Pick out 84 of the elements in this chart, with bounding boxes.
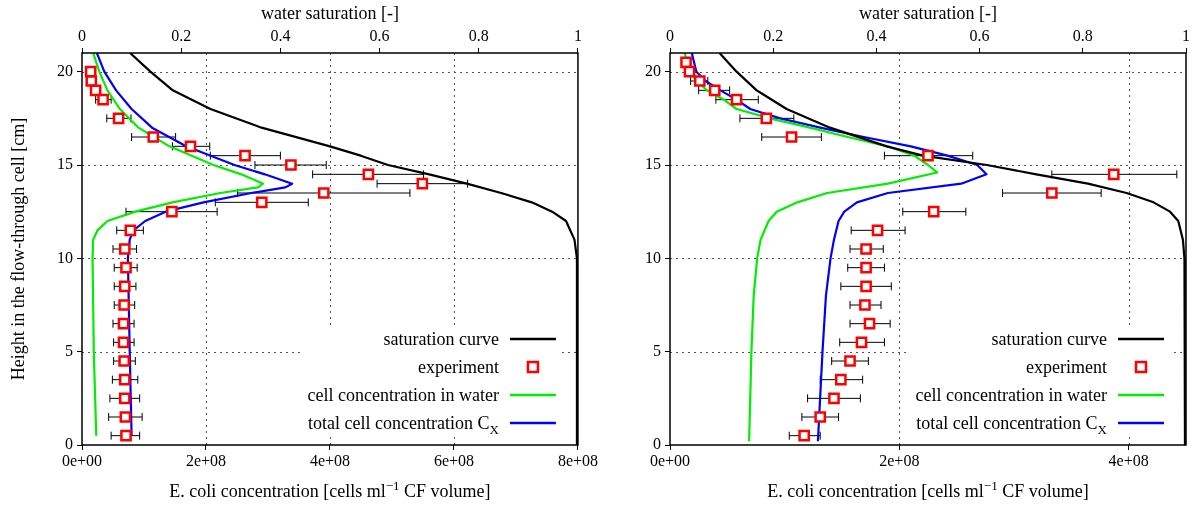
point	[118, 355, 130, 367]
point	[835, 373, 847, 386]
x-tick-label: 8e+08	[557, 451, 598, 469]
x2-axis-title: water saturation [-]	[261, 3, 399, 23]
point	[860, 261, 872, 274]
y-tick-label: 5	[653, 341, 661, 359]
point	[730, 93, 743, 106]
point	[922, 149, 934, 162]
point	[89, 84, 102, 97]
point	[814, 411, 827, 423]
point	[117, 317, 130, 330]
point	[828, 392, 840, 405]
legend-label: experiment	[1026, 357, 1107, 377]
x2-tick-label: 0.8	[1072, 26, 1093, 44]
point	[859, 299, 871, 311]
y-tick-label: 15	[57, 155, 73, 173]
x2-tick-label: 0.6	[969, 26, 990, 44]
x2-tick-label: 0.2	[171, 26, 192, 44]
x2-tick-label: 1	[1182, 26, 1190, 44]
x-tick-label: 0e+00	[61, 451, 103, 469]
x2-tick-label: 0.6	[369, 26, 390, 44]
point	[118, 373, 131, 386]
point	[798, 429, 811, 442]
point	[112, 112, 125, 125]
point	[860, 243, 872, 255]
x2-tick-label: 0	[78, 26, 86, 44]
point	[118, 299, 130, 311]
legend-label: cell concentration in water	[915, 385, 1108, 405]
point	[785, 131, 798, 143]
x2-tick-label: 0.4	[270, 26, 291, 44]
x-tick-label: 2e+08	[185, 451, 227, 469]
point	[184, 140, 197, 153]
y-axis-title: Height in the flow-through cell [cm]	[8, 117, 28, 381]
point	[118, 392, 131, 405]
x2-tick-label: 0.2	[763, 26, 784, 44]
x-tick-label: 4e+08	[1108, 451, 1149, 469]
y-tick-label: 0	[65, 435, 73, 453]
y-tick-label: 15	[645, 155, 661, 173]
point	[927, 205, 940, 218]
point	[118, 243, 131, 255]
x2-axis-title: water saturation [-]	[859, 3, 997, 23]
point	[118, 280, 131, 293]
x2-tick-label: 0.8	[468, 26, 489, 44]
point	[416, 177, 429, 190]
point	[871, 224, 884, 237]
point	[147, 131, 160, 143]
point	[863, 317, 876, 330]
point	[120, 429, 132, 442]
legend-label: saturation curve	[991, 329, 1108, 349]
point	[708, 84, 721, 97]
point	[317, 187, 330, 199]
point	[362, 168, 375, 181]
x-tick-label: 2e+08	[879, 451, 920, 469]
point	[166, 205, 178, 218]
point	[239, 149, 251, 162]
point	[120, 261, 132, 274]
legend-label: cell concentration in water	[307, 385, 499, 405]
point	[1107, 168, 1120, 181]
y-tick-label: 5	[65, 341, 73, 359]
x2-tick-label: 1	[573, 26, 582, 44]
point	[124, 224, 137, 237]
y-tick-label: 10	[57, 248, 73, 266]
x-tick-label: 0e+00	[649, 451, 691, 469]
x2-tick-label: 0	[666, 26, 674, 44]
point	[119, 411, 132, 423]
point	[855, 336, 868, 349]
y-tick-label: 20	[57, 61, 73, 79]
point	[285, 159, 297, 171]
point	[680, 56, 692, 69]
legend-label: experiment	[417, 357, 499, 377]
x2-tick-label: 0.4	[866, 26, 887, 44]
point	[760, 112, 773, 125]
x-tick-label: 6e+08	[433, 451, 475, 469]
point	[1045, 187, 1058, 199]
legend-label: saturation curve	[383, 329, 499, 349]
point	[844, 355, 856, 367]
point	[683, 65, 696, 78]
x-tick-label: 4e+08	[309, 451, 351, 469]
y-tick-label: 10	[645, 248, 661, 266]
point	[255, 196, 268, 209]
y-tick-label: 20	[645, 61, 661, 79]
point	[117, 336, 130, 349]
y-tick-label: 0	[653, 435, 661, 453]
point	[860, 280, 872, 293]
